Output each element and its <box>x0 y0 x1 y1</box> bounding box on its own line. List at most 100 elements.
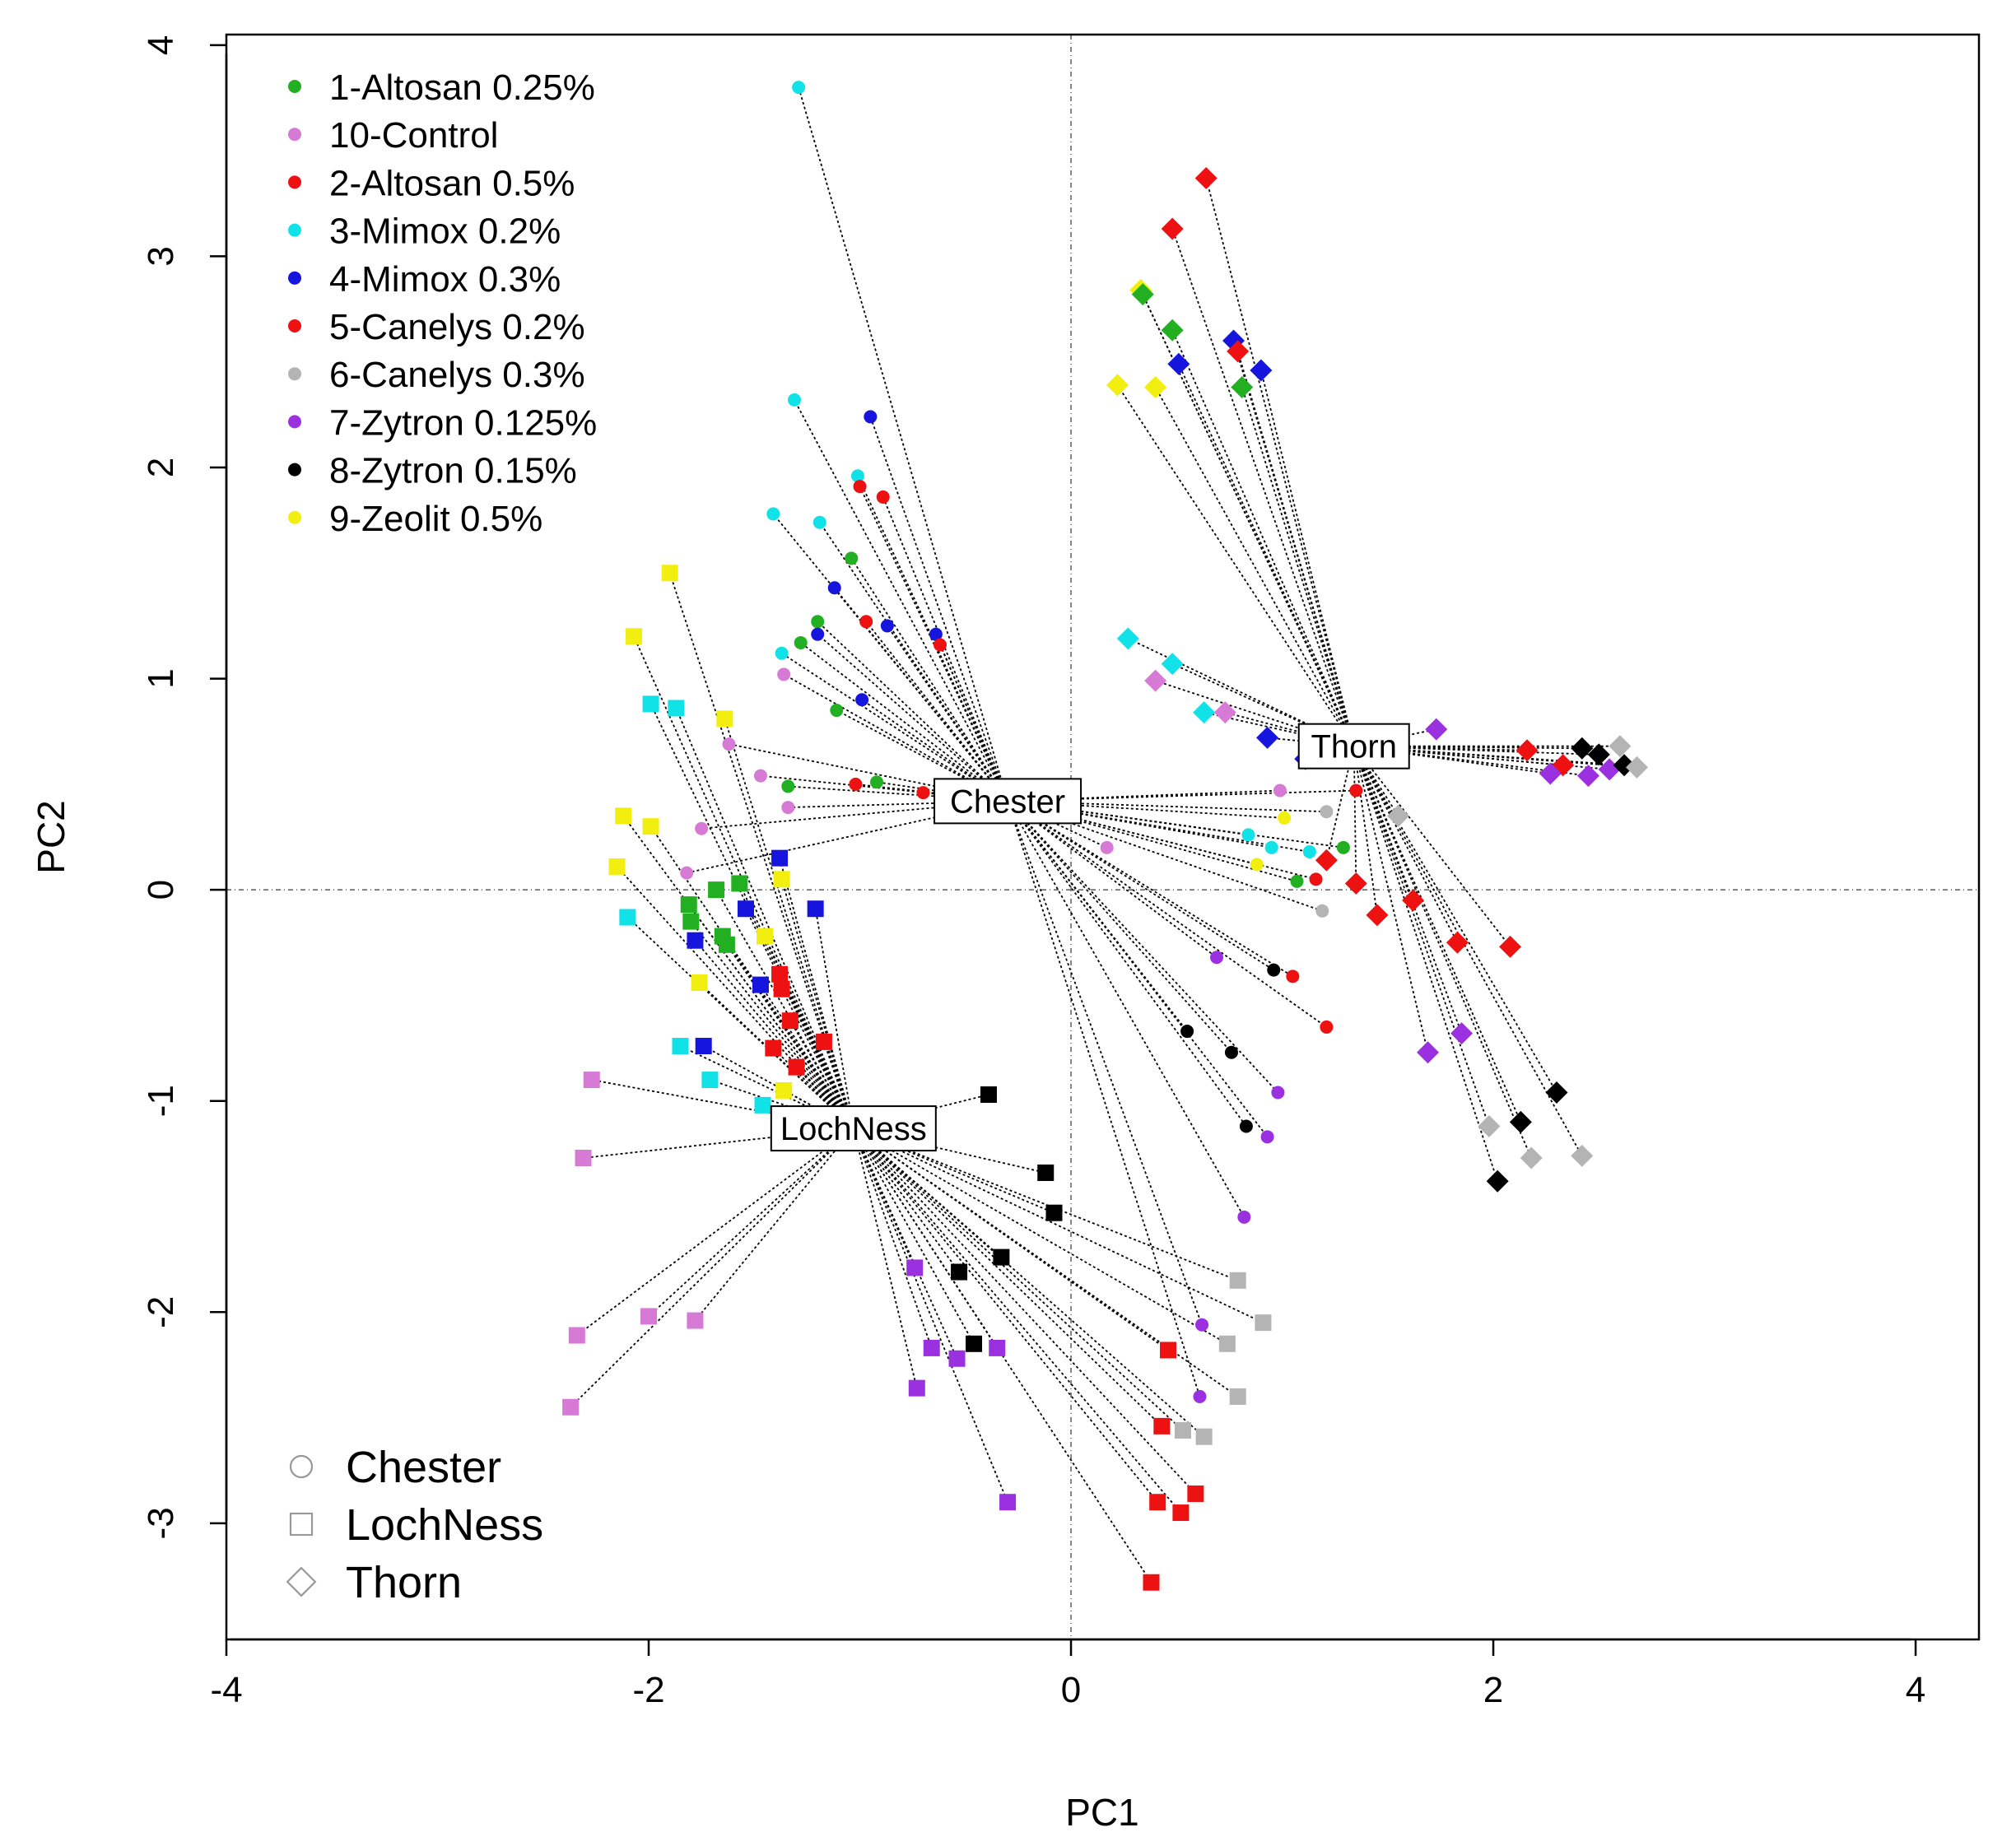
chester-point <box>1278 811 1292 825</box>
legend-label: 3-Mimox 0.2% <box>329 212 561 252</box>
spoke-line <box>853 1128 1197 1495</box>
chester-point <box>1315 904 1329 918</box>
spoke-line <box>853 1128 1169 1351</box>
chester-point <box>827 581 841 595</box>
spoke-line <box>648 1128 854 1318</box>
spoke-line <box>1232 340 1355 746</box>
spoke-line <box>694 940 854 1129</box>
chester-point <box>1250 858 1264 872</box>
spoke-line <box>1008 789 1357 802</box>
lochness-point <box>1045 1204 1063 1221</box>
spoke-line <box>817 634 1008 802</box>
lochness-point <box>691 974 708 992</box>
centroid-box <box>770 1105 937 1152</box>
spoke-line <box>1171 329 1355 747</box>
legend-dot <box>288 175 301 189</box>
chester-point <box>766 507 780 521</box>
centroid-label-lochness: LochNess <box>780 1111 927 1147</box>
spoke-line <box>1171 228 1355 746</box>
treatment-legend: 1-Altosan 0.25% 10-Control 2-Altosan 0.5% 3… <box>288 67 597 539</box>
chester-point <box>680 866 694 880</box>
thorn-point <box>1227 340 1250 363</box>
chester-point <box>855 693 869 707</box>
lochness-point <box>626 628 643 645</box>
thorn-point <box>1576 765 1599 788</box>
spoke-lines <box>570 86 1637 1583</box>
y-axis-label: PC2 <box>30 800 72 873</box>
chester-point <box>853 480 867 494</box>
spoke-line <box>1171 663 1355 747</box>
legend-label: 1-Altosan 0.25% <box>329 67 595 108</box>
spoke-line <box>1007 801 1203 1326</box>
thorn-point <box>1446 931 1469 954</box>
chester-point <box>1271 1086 1285 1100</box>
thorn-point <box>1167 352 1190 375</box>
chester-point <box>1237 1210 1251 1224</box>
centroid-box <box>1297 723 1410 770</box>
legend-dot <box>288 415 301 429</box>
lochness-point <box>966 1335 983 1352</box>
lochness-point <box>640 1308 658 1325</box>
lochness-point <box>1149 1494 1166 1511</box>
thorn-point <box>1213 701 1236 724</box>
lochness-point <box>661 565 678 582</box>
lochness-point <box>1229 1272 1246 1289</box>
spoke-line <box>852 1128 1008 1503</box>
centroid-label-chester: Chester <box>950 784 1065 820</box>
thorn-point <box>1450 1022 1474 1045</box>
spoke-line <box>576 1128 854 1337</box>
chester-point <box>864 410 878 424</box>
chester-point <box>845 551 859 565</box>
spoke-line <box>1007 800 1316 881</box>
spoke-line <box>939 644 1008 802</box>
lochness-point <box>908 1379 925 1397</box>
chester-point <box>1302 844 1316 858</box>
thorn-point <box>1417 1041 1440 1064</box>
lochness-point <box>1218 1335 1236 1352</box>
spoke-line <box>853 1128 1046 1174</box>
spoke-line <box>1353 746 1490 1127</box>
lochness-point <box>642 695 659 713</box>
spoke-line <box>853 1128 960 1273</box>
legend-label: 10-Control <box>329 115 498 156</box>
lochness-point <box>1143 1574 1160 1591</box>
thorn-point <box>1515 739 1539 762</box>
site-legend: Chester LochNess Thorn <box>286 1443 543 1607</box>
centroid-label-thorn: Thorn <box>1311 729 1397 765</box>
spoke-line <box>1008 800 1327 813</box>
chester-point <box>880 619 894 633</box>
thorn-point <box>1193 701 1216 724</box>
spoke-line <box>780 879 854 1129</box>
chester-point <box>830 704 844 718</box>
legend-label: 4-Mimox 0.3% <box>329 259 561 300</box>
spoke-line <box>675 708 854 1129</box>
thorn-point <box>1250 359 1273 382</box>
spoke-line <box>1353 745 1551 774</box>
spoke-line <box>1007 800 1247 1128</box>
chester-point <box>933 638 947 652</box>
spoke-line <box>772 1047 854 1129</box>
data-points <box>562 81 1648 1591</box>
spoke-line <box>853 1128 975 1345</box>
chester-point <box>1336 840 1350 854</box>
chester-point <box>916 786 930 800</box>
chester-point <box>777 667 791 681</box>
lochness-point <box>575 1150 592 1166</box>
x-tick-label: 0 <box>1061 1670 1081 1710</box>
chester-point <box>850 469 864 483</box>
lochness-point <box>771 965 789 983</box>
spoke-line <box>780 988 854 1129</box>
chester-point <box>753 769 767 783</box>
thorn-point <box>1571 1144 1594 1167</box>
chester-point <box>1267 963 1281 977</box>
spoke-line <box>1007 800 1218 958</box>
spoke-line <box>1007 800 1293 978</box>
thorn-point <box>1587 743 1610 766</box>
chester-point <box>929 627 943 641</box>
lochness-point <box>923 1339 940 1356</box>
lochness-point <box>807 900 824 918</box>
thorn-point <box>1609 735 1632 758</box>
chester-point <box>781 779 795 793</box>
spoke-line <box>690 921 854 1129</box>
spoke-line <box>783 673 1008 802</box>
